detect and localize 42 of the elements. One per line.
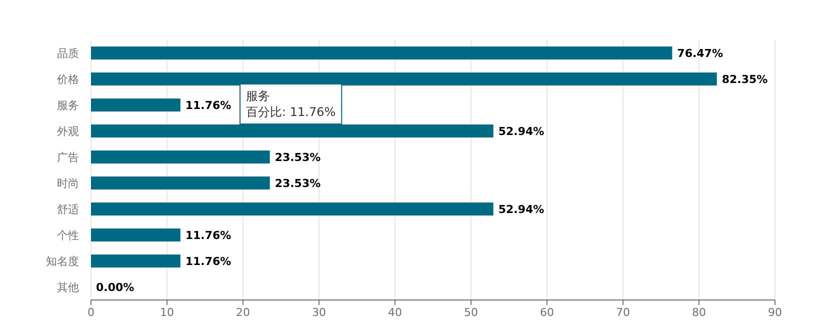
bar xyxy=(91,98,180,112)
bar xyxy=(91,46,672,60)
x-tick-label: 50 xyxy=(464,306,478,319)
y-tick-label: 时尚 xyxy=(57,177,79,190)
bar xyxy=(91,254,180,268)
bar xyxy=(91,124,494,138)
data-label: 52.94% xyxy=(498,203,544,216)
y-tick-label: 价格 xyxy=(56,73,79,86)
data-label: 23.53% xyxy=(274,177,321,190)
y-tick-label: 舒适 xyxy=(57,203,79,216)
x-tick-label: 40 xyxy=(388,306,402,319)
data-label: 11.76% xyxy=(185,255,232,268)
x-tick-label: 0 xyxy=(88,306,94,319)
data-label: 0.00% xyxy=(96,281,134,294)
x-tick-label: 80 xyxy=(692,306,706,319)
y-tick-label: 广告 xyxy=(57,151,79,164)
bar xyxy=(91,228,180,242)
data-label: 11.76% xyxy=(185,229,232,242)
annotation: 百分比: 11.76% xyxy=(246,105,336,119)
y-tick-label: 服务 xyxy=(57,99,79,112)
tooltip: 服务 百分比: 11.76% xyxy=(240,84,342,124)
bar xyxy=(91,176,270,190)
bar xyxy=(91,150,270,164)
data-label: 23.53% xyxy=(274,151,321,164)
bar xyxy=(91,72,717,86)
data-label: 82.35% xyxy=(722,73,768,86)
x-tick-label: 10 xyxy=(160,306,174,319)
y-tick-label: 品质 xyxy=(57,47,79,60)
y-tick-label: 知名度 xyxy=(46,255,79,268)
x-tick-label: 60 xyxy=(540,306,554,319)
data-label: 52.94% xyxy=(498,125,544,138)
x-tick-label: 70 xyxy=(616,306,630,319)
data-label: 11.76% xyxy=(185,99,232,112)
y-tick-label: 其他 xyxy=(57,281,79,294)
x-tick-label: 30 xyxy=(312,306,326,319)
y-tick-label: 外观 xyxy=(57,125,79,138)
annotation: 服务 xyxy=(246,89,270,103)
data-label: 76.47% xyxy=(677,47,723,60)
bar xyxy=(91,202,494,216)
x-tick-label: 90 xyxy=(768,306,782,319)
x-tick-label: 20 xyxy=(236,306,250,319)
y-tick-label: 个性 xyxy=(57,229,79,242)
